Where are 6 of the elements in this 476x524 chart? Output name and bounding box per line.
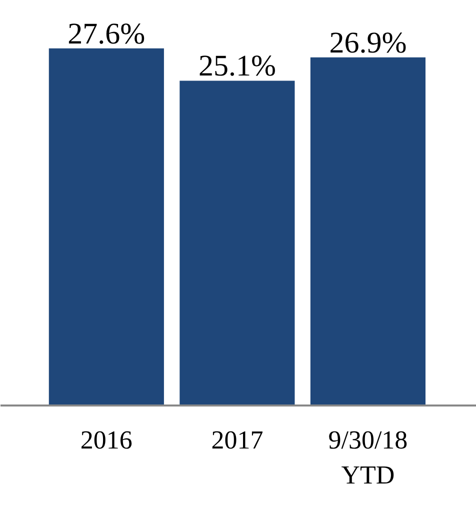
x-tick-label: 2016 <box>80 426 132 454</box>
data-label: 25.1% <box>198 50 276 83</box>
data-label: 27.6% <box>68 17 146 50</box>
x-tick-label: 2017 <box>211 426 264 454</box>
x-tick-label: 9/30/18 YTD <box>328 426 408 490</box>
data-label: 26.9% <box>329 26 407 60</box>
